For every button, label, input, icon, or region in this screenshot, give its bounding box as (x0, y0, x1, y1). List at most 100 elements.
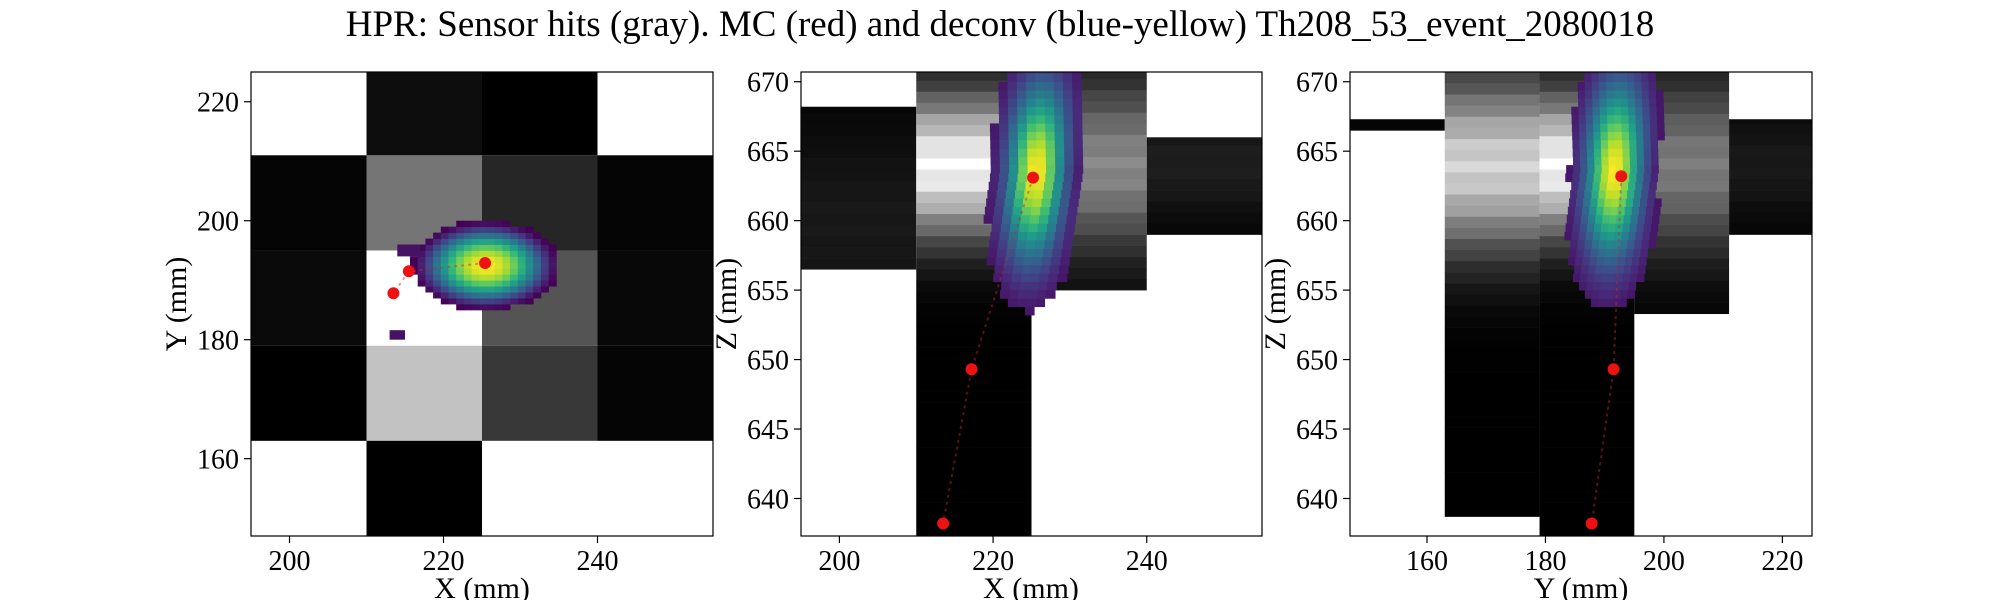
deconv-voxel (1644, 215, 1653, 224)
deconv-voxel (494, 250, 503, 257)
deconv-voxel (517, 244, 526, 251)
sensor-hit-cell (1444, 483, 1540, 495)
deconv-voxel (533, 256, 542, 263)
deconv-voxel (1614, 231, 1622, 241)
deconv-voxel (1045, 115, 1055, 124)
deconv-voxel (1595, 265, 1603, 274)
deconv-voxel (1598, 240, 1607, 249)
deconv-voxel (1571, 123, 1580, 133)
deconv-voxel (494, 262, 503, 269)
deconv-voxel (1644, 165, 1652, 174)
deconv-voxel (1607, 131, 1616, 141)
deconv-voxel (1636, 273, 1645, 283)
deconv-voxel (999, 231, 1010, 241)
deconv-voxel (463, 238, 473, 245)
sensor-hit-cell (1444, 505, 1540, 517)
deconv-voxel (1648, 90, 1657, 99)
deconv-voxel (510, 262, 519, 269)
sensor-hit-cell (1634, 247, 1730, 259)
deconv-voxel (517, 280, 526, 287)
deconv-voxel (1586, 173, 1594, 183)
deconv-voxel (463, 244, 473, 251)
deconv-voxel (1641, 90, 1650, 99)
deconv-voxel (1035, 81, 1045, 91)
deconv-voxel (471, 250, 480, 257)
deconv-voxel (1649, 115, 1658, 124)
deconv-voxel (989, 123, 1000, 133)
deconv-voxel (487, 256, 496, 263)
sensor-hit-cell (1031, 101, 1147, 113)
deconv-voxel (417, 262, 426, 269)
deconv-voxel (1065, 223, 1075, 233)
sensor-hit-cell (1031, 223, 1147, 235)
deconv-voxel (1035, 106, 1046, 116)
deconv-voxel (548, 262, 557, 269)
deconv-voxel (425, 268, 434, 275)
sensor-hit-cell (1444, 460, 1540, 473)
deconv-voxel (471, 280, 480, 287)
deconv-voxel (1036, 156, 1047, 166)
deconv-voxel (1629, 140, 1637, 149)
deconv-voxel (1015, 248, 1025, 258)
deconv-voxel (440, 298, 449, 305)
deconv-voxel (1620, 81, 1628, 91)
deconv-voxel (533, 286, 542, 293)
deconv-voxel (517, 238, 526, 245)
deconv-voxel (995, 198, 1005, 208)
sensor-hit-cell (916, 369, 1032, 381)
deconv-voxel (1594, 156, 1602, 166)
deconv-voxel (1591, 73, 1599, 83)
deconv-voxel (1588, 215, 1596, 224)
sensor-hit-cell (1539, 335, 1635, 348)
deconv-voxel (448, 280, 457, 287)
deconv-voxel (1598, 73, 1607, 83)
mc-point (1607, 363, 1620, 376)
sensor-hit-cell (801, 202, 917, 215)
deconv-voxel (456, 304, 465, 311)
deconv-voxel (1584, 90, 1593, 99)
deconv-voxel (1584, 72, 1592, 74)
deconv-voxel (1004, 256, 1015, 266)
sensor-hit-cell (1729, 156, 1812, 169)
deconv-voxel (1022, 265, 1032, 274)
sensor-hit-cell (1031, 278, 1147, 291)
deconv-voxel (1607, 173, 1616, 183)
deconv-voxel (456, 232, 465, 239)
deconv-voxel (986, 198, 996, 208)
deconv-voxel (1622, 156, 1631, 166)
deconv-voxel (1060, 256, 1070, 266)
deconv-voxel (1063, 90, 1073, 99)
deconv-voxel (1637, 165, 1645, 174)
deconv-voxel (510, 286, 519, 293)
deconv-voxel (525, 226, 534, 234)
deconv-voxel (1018, 156, 1028, 166)
deconv-voxel (1012, 265, 1023, 274)
deconv-voxel (456, 298, 465, 305)
mc-point (387, 287, 400, 300)
deconv-voxel (1053, 181, 1063, 191)
deconv-voxel (1064, 231, 1074, 241)
deconv-voxel (1016, 73, 1027, 83)
deconv-voxel (502, 280, 511, 287)
sensor-hit-cell (916, 258, 1032, 270)
sensor-hit-cell (916, 80, 1032, 92)
deconv-voxel (1032, 198, 1042, 208)
deconv-voxel (996, 190, 1007, 199)
deconv-voxel (1650, 131, 1658, 141)
deconv-voxel (487, 304, 496, 311)
deconv-voxel (448, 286, 457, 293)
deconv-voxel (548, 250, 557, 257)
deconv-voxel (510, 268, 519, 275)
deconv-voxel (1644, 156, 1652, 166)
sensor-hit-cell (1729, 167, 1812, 180)
deconv-voxel (540, 238, 550, 245)
sensor-hit-cell (916, 491, 1032, 503)
deconv-voxel (997, 181, 1008, 191)
deconv-voxel (1064, 165, 1075, 174)
deconv-voxel (1027, 140, 1037, 149)
deconv-voxel (1566, 215, 1575, 224)
deconv-voxel (1600, 123, 1608, 133)
deconv-voxel (1599, 181, 1608, 191)
deconv-voxel (502, 304, 511, 311)
deconv-voxel (456, 238, 465, 245)
